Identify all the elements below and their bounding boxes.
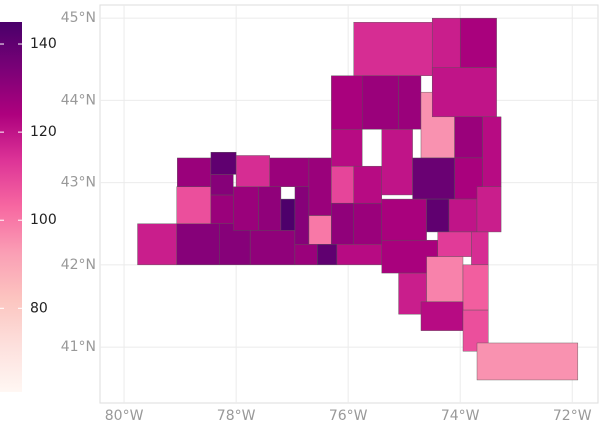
county [249,230,296,266]
x-tick-label: 78°W [217,408,256,424]
county [210,174,234,196]
county [381,198,427,241]
county [412,157,455,200]
county [280,198,296,231]
county [482,116,502,187]
y-tick-label: 41°N [61,339,96,355]
county [176,186,212,224]
county [420,301,464,331]
county [476,342,579,381]
county [459,17,497,68]
y-tick-label: 45°N [61,10,96,26]
county [258,186,282,231]
county [176,223,220,266]
y-tick-label: 43°N [61,175,96,191]
county [448,198,478,233]
county [353,22,433,76]
county [331,128,363,167]
county [219,223,251,266]
county [308,215,332,245]
county [353,202,382,245]
county [210,151,237,175]
county [431,67,497,118]
county [426,198,450,233]
county [233,186,259,231]
county [426,256,464,303]
colorbar-label: 100 [30,212,57,228]
county [462,264,489,311]
county [398,75,422,130]
county [331,202,354,245]
county [336,244,382,266]
x-tick-label: 80°W [105,408,144,424]
x-tick-label: 72°W [553,408,592,424]
y-tick-label: 44°N [61,92,96,108]
county [269,157,310,187]
x-tick-label: 76°W [329,408,368,424]
county [361,75,399,130]
county [235,155,270,187]
colorbar-label: 140 [30,36,57,52]
county [331,165,354,204]
county [294,186,310,245]
county [353,165,382,204]
county [210,194,234,224]
county [137,223,177,266]
colorbar-label: 80 [30,300,48,316]
county [317,244,338,266]
county [381,128,413,196]
county [476,186,502,233]
colorbar-label: 120 [30,124,57,140]
county [294,244,318,266]
county [471,231,489,266]
county [454,116,483,159]
county [308,157,332,216]
county [437,231,472,257]
y-tick-label: 42°N [61,257,96,273]
x-tick-label: 74°W [441,408,480,424]
colorbar [0,22,22,392]
county [177,157,212,187]
